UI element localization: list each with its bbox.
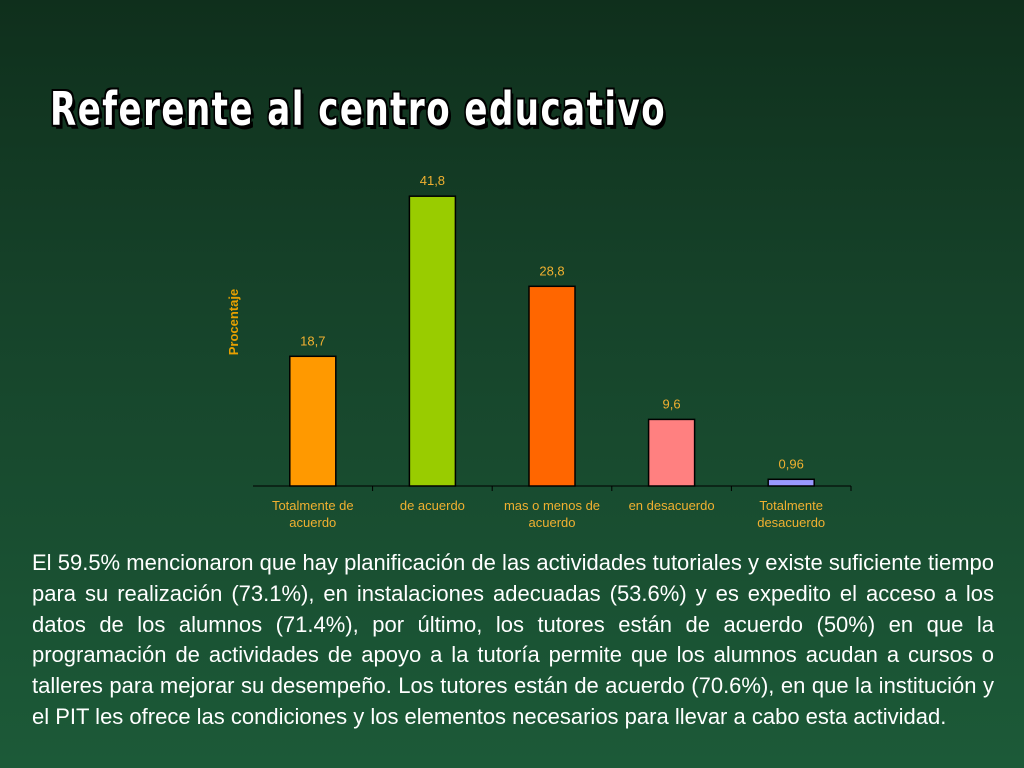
- slide-title: Referente al centro educativo: [50, 82, 667, 136]
- category-label-5: Totalmente desacuerdo: [757, 498, 825, 530]
- data-label-5: 0,96: [779, 456, 804, 471]
- slide-body-text: El 59.5% mencionaron que hay planificaci…: [32, 550, 994, 729]
- category-label-line: Totalmente: [759, 498, 823, 513]
- category-label-line: en desacuerdo: [629, 498, 715, 513]
- category-label-4: en desacuerdo: [629, 498, 715, 513]
- bar-1: [289, 355, 337, 487]
- category-label-line: acuerdo: [289, 515, 336, 530]
- data-label-1: 18,7: [300, 333, 325, 348]
- category-label-3: mas o menos de acuerdo: [504, 498, 600, 530]
- data-label-4: 9,6: [663, 396, 681, 411]
- bar-3: [528, 285, 576, 487]
- category-label-line: acuerdo: [529, 515, 576, 530]
- data-label-3: 28,8: [539, 263, 564, 278]
- bar-group: [289, 195, 815, 487]
- bar-chart: Procentaje 18,7 Totalmente de acuerdo 41,8 d…: [226, 173, 852, 530]
- bar-5: [767, 478, 815, 487]
- y-axis-label: Procentaje: [226, 289, 241, 355]
- category-label-line: de acuerdo: [400, 498, 465, 513]
- label-group: 18,7 Totalmente de acuerdo 41,8 de acuerdo 28…: [272, 173, 852, 530]
- category-label-line: Totalmente de: [272, 498, 354, 513]
- category-label-line: mas o menos de: [504, 498, 600, 513]
- category-label-line: desacuerdo: [757, 515, 825, 530]
- bar-2: [408, 195, 457, 487]
- category-label-2: de acuerdo: [400, 498, 465, 513]
- data-label-2: 41,8: [420, 173, 445, 188]
- bar-4: [647, 418, 696, 487]
- category-label-1: Totalmente de acuerdo: [272, 498, 354, 530]
